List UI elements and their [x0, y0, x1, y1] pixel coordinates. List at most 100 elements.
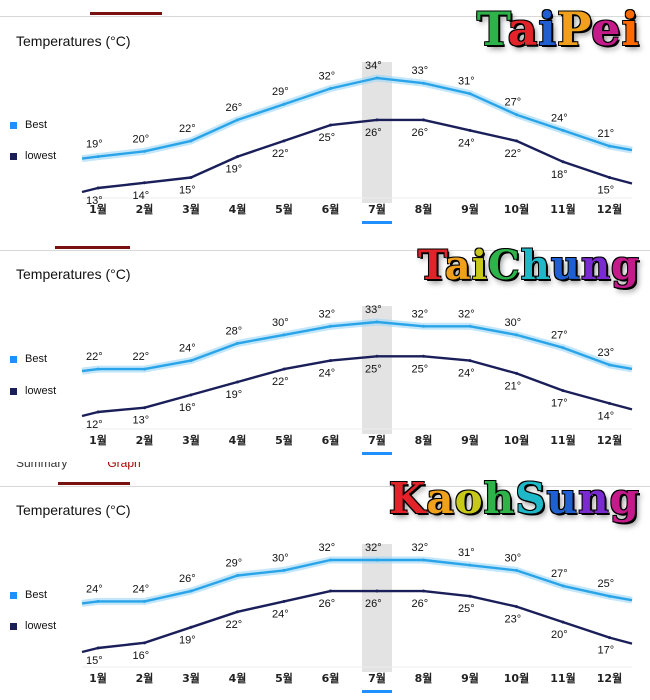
- point-lowest[interactable]: [422, 354, 425, 358]
- point-lowest[interactable]: [282, 367, 286, 371]
- point-best[interactable]: [236, 341, 239, 345]
- point-best[interactable]: [143, 367, 146, 371]
- point-best[interactable]: [515, 333, 518, 337]
- point-best[interactable]: [189, 359, 193, 363]
- point-best[interactable]: [561, 346, 565, 350]
- point-lowest[interactable]: [96, 186, 100, 190]
- data-label-lowest: 16°: [133, 650, 150, 662]
- point-lowest[interactable]: [189, 393, 193, 397]
- point-best[interactable]: [236, 574, 239, 578]
- point-lowest[interactable]: [375, 118, 379, 122]
- panel-taichung: Temperatures (°C) TaiChung Best lowest 2…: [0, 232, 650, 462]
- point-best[interactable]: [422, 81, 425, 85]
- point-best[interactable]: [375, 320, 379, 324]
- point-lowest[interactable]: [282, 599, 286, 603]
- data-label-best: 25°: [598, 578, 615, 590]
- x-tick-label: 7월: [368, 671, 386, 685]
- data-label-best: 34°: [365, 60, 382, 72]
- point-lowest[interactable]: [329, 123, 332, 127]
- point-lowest[interactable]: [375, 589, 379, 593]
- legend-best[interactable]: Best: [10, 119, 47, 131]
- legend-lowest-swatch: [10, 387, 17, 395]
- point-best[interactable]: [422, 324, 425, 328]
- point-best[interactable]: [375, 76, 379, 80]
- point-lowest[interactable]: [189, 176, 193, 180]
- point-best[interactable]: [282, 102, 286, 106]
- point-best[interactable]: [468, 324, 472, 328]
- point-best[interactable]: [422, 558, 425, 562]
- x-tick-label: 11월: [550, 433, 575, 447]
- point-best[interactable]: [96, 367, 100, 371]
- point-lowest[interactable]: [608, 401, 611, 405]
- data-label-best: 28°: [226, 325, 243, 337]
- point-lowest[interactable]: [143, 641, 146, 645]
- point-best[interactable]: [143, 149, 146, 153]
- legend-lowest[interactable]: lowest: [10, 150, 56, 162]
- point-best[interactable]: [282, 568, 286, 572]
- point-lowest[interactable]: [143, 181, 146, 185]
- point-lowest[interactable]: [236, 380, 239, 384]
- point-best[interactable]: [189, 139, 193, 143]
- legend-best-label: Best: [25, 353, 48, 365]
- point-lowest[interactable]: [189, 625, 193, 629]
- point-best[interactable]: [375, 558, 379, 562]
- city-title-letter: g: [611, 242, 640, 289]
- point-lowest[interactable]: [608, 636, 611, 640]
- data-label-lowest: 25°: [458, 603, 475, 615]
- point-lowest[interactable]: [561, 620, 565, 624]
- data-label-lowest: 25°: [365, 363, 382, 375]
- point-lowest[interactable]: [422, 589, 425, 593]
- point-best[interactable]: [143, 599, 146, 603]
- point-best[interactable]: [561, 128, 565, 132]
- point-lowest[interactable]: [329, 359, 332, 363]
- point-lowest[interactable]: [515, 605, 518, 609]
- point-lowest[interactable]: [561, 160, 565, 164]
- data-label-best: 30°: [505, 317, 522, 329]
- point-lowest[interactable]: [468, 594, 472, 598]
- point-lowest[interactable]: [608, 176, 611, 180]
- legend-best[interactable]: Best: [10, 589, 47, 601]
- point-best[interactable]: [468, 563, 472, 567]
- point-lowest[interactable]: [422, 118, 425, 122]
- point-lowest[interactable]: [561, 389, 565, 393]
- point-lowest[interactable]: [236, 610, 239, 614]
- point-best[interactable]: [608, 363, 611, 367]
- highlight-indicator: [362, 221, 392, 224]
- x-tick-label: 11월: [550, 202, 575, 216]
- data-label-lowest: 26°: [412, 598, 429, 610]
- legend-best[interactable]: Best: [10, 353, 47, 365]
- point-lowest[interactable]: [515, 371, 518, 375]
- point-best[interactable]: [96, 155, 100, 159]
- data-label-lowest: 24°: [458, 368, 475, 380]
- tab-graph[interactable]: Graph: [107, 456, 141, 470]
- point-best[interactable]: [468, 92, 472, 96]
- point-lowest[interactable]: [96, 410, 100, 414]
- temperature-chart: 24° 24° 26° 29° 30° 32° 32° 32° 31° 30° 27° 25° 15° 1…: [81, 542, 633, 693]
- point-best[interactable]: [96, 599, 100, 603]
- point-best[interactable]: [608, 594, 611, 598]
- point-best[interactable]: [329, 558, 332, 562]
- x-tick-label: 12월: [597, 433, 622, 447]
- point-lowest[interactable]: [282, 139, 286, 143]
- point-lowest[interactable]: [143, 406, 146, 410]
- point-lowest[interactable]: [468, 359, 472, 363]
- point-lowest[interactable]: [375, 354, 379, 358]
- point-best[interactable]: [236, 118, 239, 122]
- point-best[interactable]: [515, 568, 518, 572]
- point-best[interactable]: [515, 113, 518, 117]
- legend-lowest[interactable]: lowest: [10, 385, 56, 397]
- point-lowest[interactable]: [468, 128, 472, 132]
- city-title-letter: i: [538, 2, 557, 56]
- point-lowest[interactable]: [515, 139, 518, 143]
- point-best[interactable]: [329, 324, 332, 328]
- point-lowest[interactable]: [329, 589, 332, 593]
- point-best[interactable]: [608, 144, 611, 148]
- point-lowest[interactable]: [96, 646, 100, 650]
- point-best[interactable]: [561, 584, 565, 588]
- point-best[interactable]: [282, 333, 286, 337]
- point-best[interactable]: [189, 589, 193, 593]
- point-best[interactable]: [329, 86, 332, 90]
- legend-lowest[interactable]: lowest: [10, 620, 56, 632]
- point-lowest[interactable]: [236, 155, 239, 159]
- tab-summary[interactable]: Summary: [16, 456, 68, 470]
